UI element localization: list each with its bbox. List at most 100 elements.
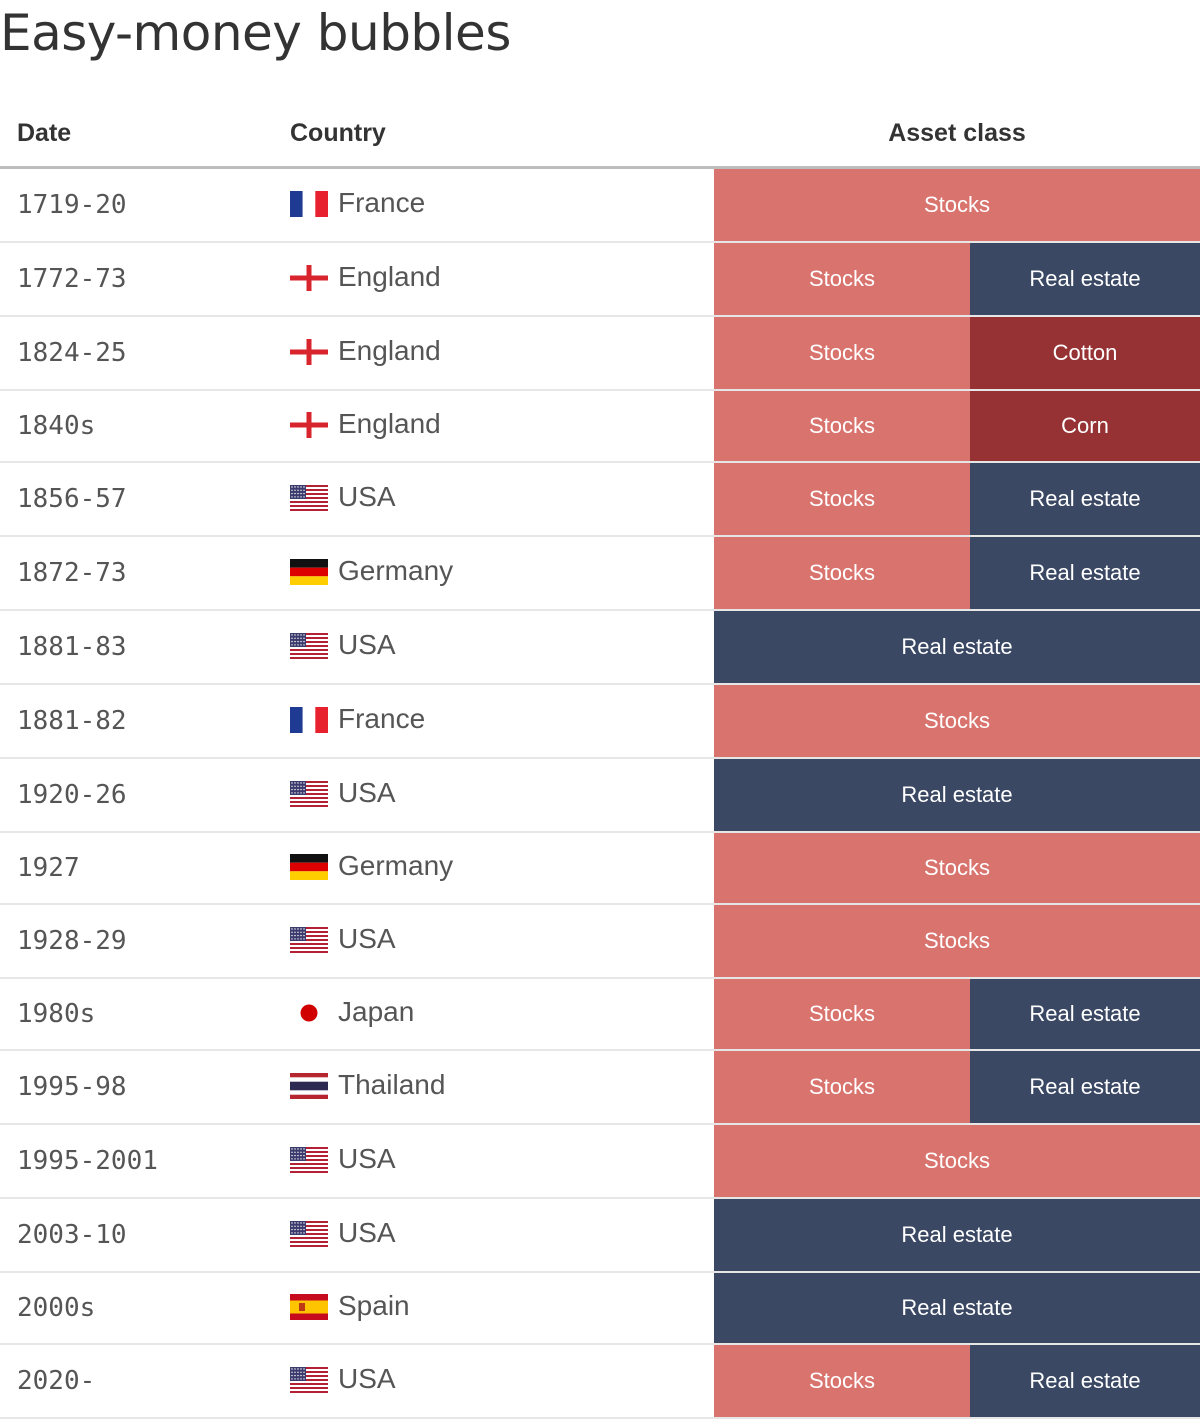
country-cell: Japan [290,979,414,1049]
asset-real-estate-block: Real estate [970,1051,1200,1123]
date-cell: 1995-98 [17,1072,127,1102]
usa-flag-icon [290,485,328,511]
asset-stocks-block: Stocks [714,833,1200,903]
england-flag-icon [290,412,328,438]
country-cell: France [290,169,425,241]
asset-real-estate-block: Real estate [970,243,1200,315]
table-row: 1824-25 England Stocks Cotton [0,317,1200,391]
country-cell: Germany [290,833,453,903]
france-flag-icon [290,191,328,217]
table-row: 1881-83 USA Real estate [0,611,1200,685]
date-cell: 1772-73 [17,264,127,294]
asset-class-cell: Stocks [714,169,1200,241]
date-cell: 1920-26 [17,780,127,810]
table-row: 2003-10 USA Real estate [0,1199,1200,1273]
asset-stocks-block: Stocks [714,979,970,1049]
usa-flag-icon [290,633,328,659]
country-cell: USA [290,905,396,977]
asset-class-cell: Stocks Cotton [714,317,1200,389]
asset-commodity-block: Cotton [970,317,1200,389]
country-name: USA [338,777,396,808]
country-name: USA [338,1143,396,1174]
country-cell: England [290,317,441,389]
asset-commodity-block: Corn [970,391,1200,461]
asset-class-cell: Stocks Real estate [714,463,1200,535]
asset-stocks-block: Stocks [714,905,1200,977]
asset-class-cell: Stocks Real estate [714,537,1200,609]
country-column-header: Country [290,119,386,147]
asset-class-cell: Stocks Real estate [714,243,1200,315]
country-cell: Thailand [290,1051,445,1123]
usa-flag-icon [290,1367,328,1393]
table-row: 1881-82 France Stocks [0,685,1200,759]
asset-class-cell: Stocks Real estate [714,1345,1200,1417]
date-cell: 1927 [17,853,80,883]
country-cell: France [290,685,425,757]
date-cell: 1980s [17,999,96,1029]
asset-stocks-block: Stocks [714,1051,970,1123]
country-cell: USA [290,1125,396,1197]
thailand-flag-icon [290,1073,328,1099]
date-cell: 1840s [17,411,96,441]
spain-flag-icon [290,1294,328,1320]
asset-real-estate-block: Real estate [714,1199,1200,1271]
country-name: Japan [338,996,415,1027]
country-name: England [338,261,441,292]
france-flag-icon [290,707,328,733]
date-cell: 1995-2001 [17,1146,158,1176]
asset-stocks-block: Stocks [714,463,970,535]
table-row: 1872-73 Germany Stocks Real estate [0,537,1200,611]
country-name: Germany [338,850,454,881]
country-cell: England [290,243,441,315]
country-name: USA [338,1217,396,1248]
table-header: Date Country Asset class [0,96,1200,169]
usa-flag-icon [290,927,328,953]
country-cell: USA [290,759,396,831]
asset-class-cell: Real estate [714,611,1200,683]
usa-flag-icon [290,1147,328,1173]
england-flag-icon [290,339,328,365]
asset-stocks-block: Stocks [714,391,970,461]
table-row: 2000s Spain Real estate [0,1273,1200,1345]
country-name: Germany [338,555,454,586]
country-name: USA [338,923,396,954]
table-row: 1856-57 USA Stocks Real estate [0,463,1200,537]
asset-stocks-block: Stocks [714,1345,970,1417]
country-cell: USA [290,611,396,683]
asset-real-estate-block: Real estate [970,463,1200,535]
usa-flag-icon [290,781,328,807]
date-cell: 2000s [17,1293,96,1323]
date-cell: 1881-83 [17,632,127,662]
country-name: England [338,408,441,439]
asset-stocks-block: Stocks [714,317,970,389]
asset-real-estate-block: Real estate [970,537,1200,609]
country-name: France [338,187,426,218]
country-name: USA [338,481,396,512]
date-cell: 2003-10 [17,1220,127,1250]
asset-class-cell: Stocks [714,905,1200,977]
asset-stocks-block: Stocks [714,537,970,609]
table-row: 1840s England Stocks Corn [0,391,1200,463]
germany-flag-icon [290,854,328,880]
country-cell: USA [290,463,396,535]
country-name: USA [338,629,396,660]
asset-class-cell: Stocks Real estate [714,1051,1200,1123]
country-name: Spain [338,1290,410,1321]
japan-flag-icon [290,1000,328,1026]
country-name: USA [338,1363,396,1394]
table-row: 1920-26 USA Real estate [0,759,1200,833]
table-row: 1927 Germany Stocks [0,833,1200,905]
asset-class-cell: Stocks [714,1125,1200,1197]
asset-class-cell: Real estate [714,1273,1200,1343]
country-name: Thailand [338,1069,446,1100]
asset-stocks-block: Stocks [714,685,1200,757]
asset-class-cell: Stocks [714,685,1200,757]
asset-class-cell: Stocks Real estate [714,979,1200,1049]
country-cell: Spain [290,1273,410,1343]
country-cell: USA [290,1199,396,1271]
table-row: 1772-73 England Stocks Real estate [0,243,1200,317]
date-cell: 2020- [17,1366,96,1396]
asset-real-estate-block: Real estate [714,1273,1200,1343]
germany-flag-icon [290,559,328,585]
asset-real-estate-block: Real estate [714,611,1200,683]
